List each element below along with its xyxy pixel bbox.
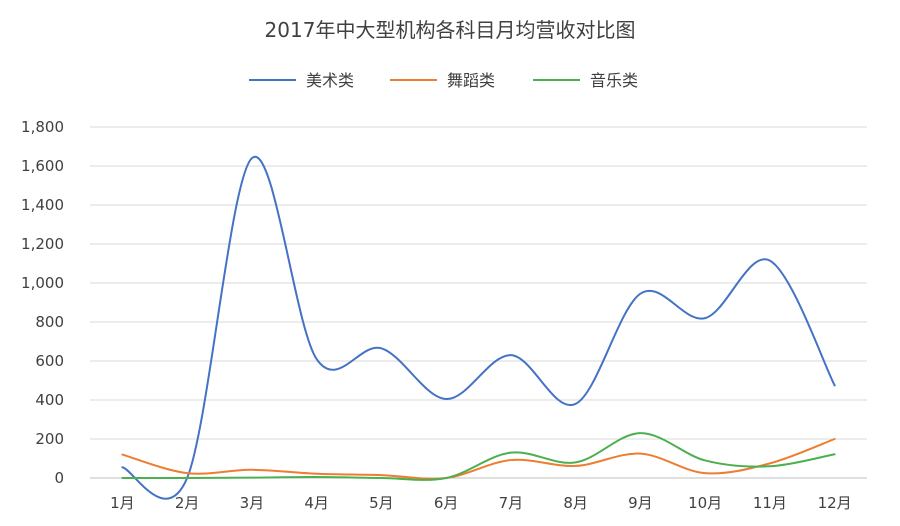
y-tick-label: 1,600 <box>21 157 64 175</box>
x-tick-label: 9月 <box>628 494 653 512</box>
y-tick-label: 600 <box>35 352 64 370</box>
x-tick-label: 11月 <box>753 494 787 512</box>
series-line-3 <box>121 432 836 481</box>
x-tick-label: 8月 <box>563 494 588 512</box>
series-line-1 <box>121 155 836 500</box>
y-tick-label: 1,400 <box>21 196 64 214</box>
chart-title: 2017年中大型机构各科目月均营收对比图 <box>265 18 636 42</box>
y-tick-label: 1,000 <box>21 274 64 292</box>
y-tick-label: 200 <box>35 430 64 448</box>
series-line-2 <box>121 438 836 480</box>
gridlines <box>90 126 867 479</box>
legend-label: 舞蹈类 <box>447 71 495 90</box>
y-tick-label: 1,800 <box>21 118 64 136</box>
legend-label: 音乐类 <box>590 71 638 90</box>
y-tick-label: 400 <box>35 391 64 409</box>
x-tick-label: 5月 <box>369 494 394 512</box>
y-tick-label: 0 <box>54 469 64 487</box>
x-tick-label: 7月 <box>499 494 524 512</box>
x-tick-label: 2月 <box>175 494 200 512</box>
x-tick-label: 1月 <box>110 494 135 512</box>
x-axis-ticks: 1月 2月 3月 4月 5月 6月 7月 8月 9月 10月 11月 12月 <box>110 494 852 512</box>
x-tick-label: 12月 <box>818 494 852 512</box>
x-tick-label: 4月 <box>304 494 329 512</box>
plot-area <box>121 155 836 500</box>
x-tick-label: 6月 <box>434 494 459 512</box>
legend-label: 美术类 <box>306 71 354 90</box>
y-axis-ticks: 0 200 400 600 800 1,000 1,200 1,400 1,600 1,800 <box>21 118 64 487</box>
x-tick-label: 10月 <box>688 494 722 512</box>
x-tick-label: 3月 <box>240 494 265 512</box>
y-tick-label: 800 <box>35 313 64 331</box>
legend: 美术类 舞蹈类 音乐类 <box>249 71 638 90</box>
y-tick-label: 1,200 <box>21 235 64 253</box>
